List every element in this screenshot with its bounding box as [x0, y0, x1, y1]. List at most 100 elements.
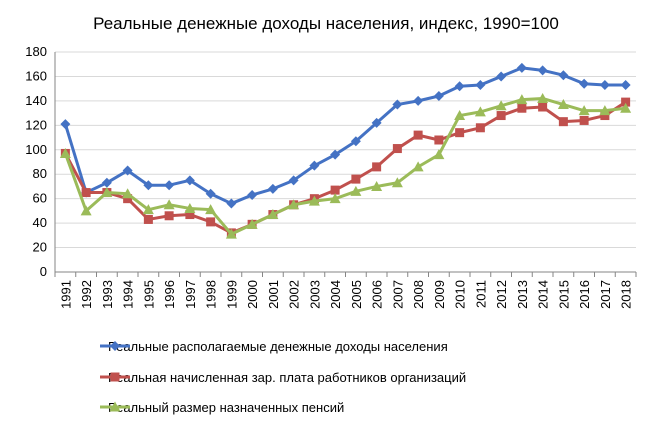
legend-item: Реальные располагаемые денежные доходы н…: [100, 336, 448, 356]
data-point: [372, 162, 382, 172]
x-tick-label: 1996: [162, 280, 177, 309]
data-point: [391, 177, 403, 188]
data-point: [350, 185, 362, 196]
data-point: [101, 177, 112, 188]
data-point: [454, 110, 466, 121]
data-point: [557, 99, 569, 110]
y-tick-label: 60: [33, 191, 47, 206]
series-line-1: [63, 66, 626, 206]
data-point: [142, 204, 154, 215]
data-point: [59, 147, 71, 158]
data-point: [329, 193, 341, 204]
x-tick-label: 1995: [141, 280, 156, 309]
data-point: [247, 190, 258, 200]
data-point: [371, 117, 382, 128]
data-point: [308, 195, 320, 206]
data-point: [123, 194, 133, 204]
x-tick-label: 2016: [577, 280, 592, 309]
x-tick-label: 2013: [515, 280, 530, 309]
data-point: [309, 160, 320, 171]
data-point: [475, 123, 485, 133]
data-point: [455, 128, 465, 138]
data-point: [538, 102, 548, 112]
data-point: [474, 106, 486, 117]
data-point: [101, 187, 113, 198]
data-point: [184, 175, 195, 186]
y-tick-label: 120: [25, 117, 47, 132]
x-tick-label: 2015: [556, 280, 571, 309]
x-tick-label: 1992: [79, 280, 94, 309]
x-tick-label: 2000: [245, 280, 260, 309]
legend-marker: [110, 341, 120, 351]
series-line-2: [64, 100, 627, 235]
data-point: [205, 188, 216, 199]
data-point: [206, 217, 216, 227]
data-point: [122, 165, 133, 176]
series-line-3: [63, 96, 626, 236]
data-point: [516, 62, 527, 73]
data-point: [516, 94, 528, 105]
y-tick-label: 20: [33, 240, 47, 255]
data-point: [599, 105, 611, 116]
data-point: [413, 95, 424, 106]
x-tick-label: 1994: [121, 280, 136, 309]
x-tick-label: 2017: [598, 280, 613, 309]
x-tick-label: 2014: [536, 280, 551, 309]
data-point: [80, 205, 92, 216]
y-tick-label: 140: [25, 93, 47, 108]
x-tick-label: 2012: [494, 280, 509, 309]
x-tick-label: 1999: [224, 280, 239, 309]
data-point: [226, 198, 237, 209]
data-point: [579, 78, 590, 89]
data-point: [392, 99, 403, 110]
legend-label: Реальная начисленная зар. плата работник…: [108, 369, 467, 385]
data-point: [163, 199, 175, 210]
chart-title: Реальные денежные доходы населения, инде…: [93, 14, 559, 33]
x-tick-label: 1993: [100, 280, 115, 309]
data-point: [413, 130, 423, 140]
x-tick-label: 2009: [432, 280, 447, 309]
data-point: [185, 210, 195, 220]
data-point: [434, 135, 444, 145]
data-point: [433, 149, 445, 160]
legend-label: Реальные располагаемые денежные доходы н…: [108, 338, 448, 354]
data-point: [246, 218, 258, 229]
data-point: [495, 100, 507, 111]
data-point: [143, 180, 154, 191]
legend-swatch: [100, 341, 130, 351]
x-tick-label: 1997: [183, 280, 198, 309]
x-tick-label: 2003: [307, 280, 322, 309]
data-point: [537, 92, 549, 103]
data-point: [578, 105, 590, 116]
legend-swatch: [100, 372, 130, 382]
data-point: [412, 161, 424, 172]
data-point: [517, 103, 527, 113]
legend-marker: [109, 401, 121, 412]
legend-label: Реальный размер назначенных пенсий: [108, 399, 345, 415]
x-tick-label: 2001: [266, 280, 281, 309]
x-tick-label: 2010: [453, 280, 468, 309]
data-point: [350, 136, 361, 147]
data-point: [122, 188, 134, 199]
data-point: [351, 174, 361, 184]
data-point: [267, 183, 278, 194]
data-point: [288, 175, 299, 186]
y-tick-label: 100: [25, 142, 47, 157]
legend-item: Реальная начисленная зар. плата работник…: [100, 367, 466, 387]
data-point: [433, 91, 444, 101]
data-point: [475, 80, 486, 90]
x-tick-label: 2006: [370, 280, 385, 309]
x-tick-label: 2011: [473, 280, 488, 308]
data-point: [81, 188, 91, 198]
data-point: [205, 204, 217, 215]
x-tick-label: 2002: [287, 280, 302, 309]
x-tick-label: 2004: [328, 280, 343, 309]
data-point: [184, 202, 196, 213]
x-tick-label: 1991: [58, 280, 73, 309]
legend-item: Реальный размер назначенных пенсий: [100, 397, 344, 417]
x-tick-label: 1998: [204, 280, 219, 309]
data-point: [496, 111, 506, 121]
data-point: [599, 80, 610, 90]
data-point: [330, 149, 341, 160]
